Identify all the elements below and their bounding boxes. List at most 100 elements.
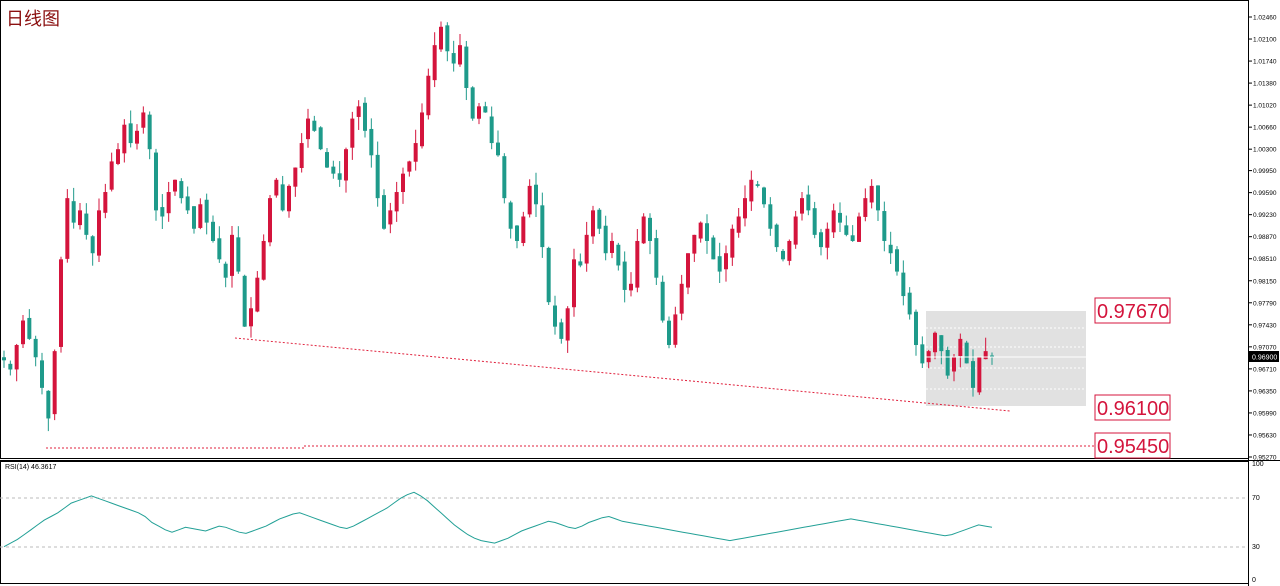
- chart-title: 日线图: [6, 9, 60, 30]
- candle-bull: [394, 192, 399, 212]
- candle-bull: [306, 118, 310, 140]
- level-label-resistance: 0.97670: [1094, 297, 1171, 324]
- price-tick-label: 0.95630: [1253, 432, 1277, 439]
- candle-bear: [154, 152, 158, 211]
- candle-bull: [610, 240, 614, 253]
- candle-bear: [185, 196, 190, 211]
- candle-bear: [717, 256, 722, 272]
- candle-bear: [945, 350, 950, 376]
- candle-bull: [800, 198, 804, 214]
- candle-bear: [964, 342, 969, 364]
- price-tick-label: 0.95990: [1253, 410, 1277, 417]
- candle-bull: [426, 75, 431, 116]
- candle-bear: [84, 213, 89, 235]
- candle-bear: [8, 363, 13, 370]
- candle-bull: [261, 240, 266, 280]
- price-axis: 1.02460 1.02100 1.01740 1.01380 1.01020 1.006…: [1248, 15, 1277, 462]
- candle-bear: [325, 152, 329, 168]
- candle-bull: [572, 259, 576, 308]
- price-tick-label: 0.98870: [1253, 234, 1277, 241]
- candle-bull: [629, 283, 633, 291]
- candle-bull: [59, 259, 63, 347]
- candle-bear: [128, 123, 133, 144]
- candle-bear: [844, 225, 849, 235]
- candle-bull: [407, 161, 412, 172]
- candle-bull: [135, 130, 139, 144]
- candle-bull: [831, 210, 836, 233]
- candle-bear: [90, 236, 95, 254]
- candle-bear: [559, 322, 564, 339]
- rsi-line: [3, 491, 993, 548]
- candle-bear: [806, 194, 811, 211]
- price-tick-label: 0.98150: [1253, 278, 1277, 285]
- candle-bear: [755, 184, 760, 186]
- candle-bull: [983, 351, 988, 360]
- candle-bull: [825, 228, 830, 248]
- candle-bear: [192, 206, 196, 229]
- candle-bear: [496, 142, 500, 156]
- candle-bull: [793, 216, 798, 245]
- candle-bear: [147, 114, 152, 150]
- candle-bear: [971, 361, 975, 388]
- candle-bull: [958, 338, 963, 357]
- candle-bull: [344, 149, 348, 181]
- candle-bear: [445, 25, 450, 52]
- candle-bull: [109, 161, 114, 190]
- candle-bull: [679, 283, 684, 314]
- rsi-panel-frame: [0, 461, 1249, 584]
- price-tick-label: 0.97070: [1253, 344, 1277, 351]
- candle-bear: [223, 263, 228, 278]
- current-price-value: 0.96900: [1252, 355, 1277, 362]
- rsi-tick-0: 0: [1252, 577, 1256, 584]
- candle-bear: [553, 305, 557, 327]
- candle-bull: [230, 234, 234, 276]
- candle-bull: [166, 192, 171, 214]
- rsi-label: RSI(14) 46.3617: [5, 464, 56, 471]
- candle-bear: [534, 184, 538, 205]
- candle-bull: [274, 179, 279, 196]
- candle-bear: [363, 102, 367, 131]
- candle-bull: [743, 198, 747, 219]
- candle-bull: [477, 106, 481, 119]
- candle-bear: [939, 335, 944, 352]
- candle-bull: [21, 320, 25, 345]
- candle-bear: [838, 212, 842, 223]
- candle-bull: [413, 143, 418, 162]
- candle-bull: [350, 118, 355, 148]
- candle-bear: [515, 225, 519, 241]
- price-tick-label: 1.01740: [1253, 59, 1277, 66]
- candle-bull: [255, 277, 260, 312]
- candle-bull: [356, 106, 361, 117]
- candle-bear: [71, 201, 76, 223]
- candle-bear: [33, 338, 38, 358]
- candle-bull: [591, 210, 595, 237]
- price-tick-label: 1.00660: [1253, 125, 1277, 132]
- candle-bear: [369, 128, 374, 156]
- candle-bull: [565, 308, 570, 341]
- candle-bear: [483, 106, 488, 113]
- candle-bull: [521, 216, 526, 244]
- candle-bull: [173, 179, 177, 192]
- candle-bull: [97, 210, 101, 256]
- candle-bear: [768, 204, 773, 229]
- candle-bear: [781, 250, 785, 260]
- candle-bear: [648, 217, 652, 241]
- candle-bull: [977, 357, 982, 393]
- candle-bull: [198, 204, 203, 228]
- candle-bear: [312, 120, 317, 131]
- candle-bull: [584, 234, 589, 264]
- candle-bull: [388, 210, 393, 225]
- candle-bear: [204, 199, 209, 223]
- candle-bear: [882, 211, 887, 241]
- candle-bear: [920, 344, 925, 364]
- candle-bear: [895, 249, 899, 272]
- price-tick-label: 1.01380: [1253, 81, 1277, 88]
- candle-bear: [502, 156, 507, 199]
- candle-bull: [724, 253, 728, 270]
- price-tick-label: 1.01020: [1253, 103, 1277, 110]
- candle-bull: [857, 216, 861, 242]
- candle-bear: [654, 238, 659, 278]
- candle-bear: [2, 357, 6, 361]
- price-tick-label: 0.97790: [1253, 300, 1277, 307]
